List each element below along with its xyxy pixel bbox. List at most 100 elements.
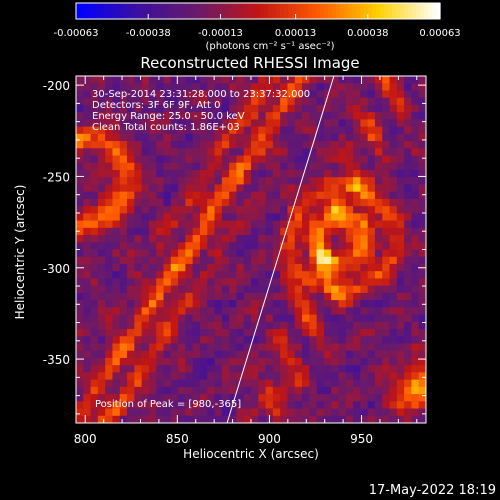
x-tick-label: 800 bbox=[74, 432, 97, 446]
heatmap-cell bbox=[90, 141, 99, 149]
heatmap-cell bbox=[236, 415, 245, 424]
heatmap-cell bbox=[156, 292, 164, 301]
annotation-counts: Clean Total counts: 1.86E+03 bbox=[92, 122, 240, 133]
heatmap-cell bbox=[265, 379, 274, 388]
heatmap-cell bbox=[367, 307, 376, 315]
heatmap-cell bbox=[353, 191, 361, 200]
heatmap-cell bbox=[148, 155, 157, 164]
heatmap-cell bbox=[338, 112, 347, 120]
heatmap-cell bbox=[294, 285, 303, 294]
heatmap-cell bbox=[272, 90, 281, 99]
heatmap-cell bbox=[199, 227, 208, 236]
heatmap-cell bbox=[396, 112, 405, 120]
heatmap-cell bbox=[141, 126, 150, 135]
heatmap-cell bbox=[382, 394, 390, 402]
heatmap-cell bbox=[389, 206, 398, 214]
heatmap-cell bbox=[418, 242, 427, 250]
heatmap-cell bbox=[112, 227, 121, 236]
heatmap-cell bbox=[345, 112, 354, 120]
heatmap-cell bbox=[294, 307, 303, 315]
heatmap-cell bbox=[185, 314, 194, 323]
heatmap-cell bbox=[389, 83, 398, 91]
heatmap-cell bbox=[192, 227, 201, 236]
heatmap-cell bbox=[280, 133, 288, 142]
heatmap-cell bbox=[221, 126, 230, 135]
heatmap-cell bbox=[345, 83, 354, 91]
heatmap-cell bbox=[323, 263, 332, 272]
heatmap-cell bbox=[374, 321, 383, 330]
heatmap-cell bbox=[119, 198, 128, 207]
heatmap-cell bbox=[156, 133, 164, 142]
heatmap-cell bbox=[411, 379, 420, 388]
heatmap-cell bbox=[119, 285, 128, 294]
heatmap-cell bbox=[396, 394, 405, 402]
heatmap-cell bbox=[156, 394, 164, 402]
heatmap-cell bbox=[367, 104, 376, 113]
heatmap-cell bbox=[207, 329, 215, 337]
heatmap-cell bbox=[90, 271, 99, 279]
heatmap-cell bbox=[83, 235, 91, 243]
colorbar-segment bbox=[400, 3, 405, 19]
heatmap-cell bbox=[309, 133, 318, 142]
heatmap-cell bbox=[331, 408, 339, 417]
heatmap-cell bbox=[134, 162, 143, 171]
heatmap-cell bbox=[382, 133, 390, 142]
heatmap-cell bbox=[294, 350, 303, 359]
colorbar-segment bbox=[268, 3, 273, 19]
heatmap-cell bbox=[360, 343, 369, 352]
heatmap-cell bbox=[360, 249, 369, 258]
heatmap-cell bbox=[185, 104, 194, 113]
heatmap-cell bbox=[199, 141, 208, 149]
heatmap-cell bbox=[294, 220, 303, 229]
heatmap-cell bbox=[287, 104, 296, 113]
heatmap-cell bbox=[97, 198, 106, 207]
heatmap-cell bbox=[367, 300, 376, 308]
heatmap-cell bbox=[389, 314, 398, 323]
heatmap-cell bbox=[243, 357, 252, 366]
heatmap-cell bbox=[221, 329, 230, 337]
heatmap-cell bbox=[374, 220, 383, 229]
heatmap-cell bbox=[418, 329, 427, 337]
heatmap-cell bbox=[148, 206, 157, 214]
heatmap-cell bbox=[258, 206, 266, 214]
heatmap-cell bbox=[272, 357, 281, 366]
heatmap-cell bbox=[83, 169, 91, 178]
heatmap-cell bbox=[382, 242, 390, 250]
heatmap-cell bbox=[404, 133, 412, 142]
heatmap-cell bbox=[76, 278, 84, 287]
heatmap-cell bbox=[294, 119, 303, 128]
heatmap-cell bbox=[280, 155, 288, 164]
heatmap-cell bbox=[360, 314, 369, 323]
heatmap-cell bbox=[316, 365, 325, 373]
heatmap-cell bbox=[243, 133, 252, 142]
heatmap-cell bbox=[302, 198, 310, 207]
colorbar-segment bbox=[248, 3, 253, 19]
heatmap-cell bbox=[302, 307, 310, 315]
heatmap-cell bbox=[221, 76, 230, 84]
heatmap-cell bbox=[192, 278, 201, 287]
heatmap-cell bbox=[309, 104, 318, 113]
heatmap-cell bbox=[236, 141, 245, 149]
heatmap-cell bbox=[112, 350, 121, 359]
heatmap-cell bbox=[156, 321, 164, 330]
heatmap-cell bbox=[192, 314, 201, 323]
heatmap-cell bbox=[404, 263, 412, 272]
heatmap-cell bbox=[112, 278, 121, 287]
heatmap-cell bbox=[323, 76, 332, 84]
heatmap-cell bbox=[221, 155, 230, 164]
heatmap-cell bbox=[251, 76, 259, 84]
heatmap-cell bbox=[353, 83, 361, 91]
heatmap-cell bbox=[345, 307, 354, 315]
heatmap-cell bbox=[331, 220, 339, 229]
heatmap-cell bbox=[331, 343, 339, 352]
heatmap-cell bbox=[112, 97, 121, 106]
heatmap-cell bbox=[141, 343, 150, 352]
heatmap-cell bbox=[382, 112, 390, 120]
heatmap-cell bbox=[294, 227, 303, 236]
heatmap-cell bbox=[83, 206, 91, 214]
heatmap-cell bbox=[280, 126, 288, 135]
heatmap-cell bbox=[83, 155, 91, 164]
heatmap-cell bbox=[287, 415, 296, 424]
heatmap-cell bbox=[105, 184, 113, 193]
heatmap-cell bbox=[302, 386, 310, 395]
